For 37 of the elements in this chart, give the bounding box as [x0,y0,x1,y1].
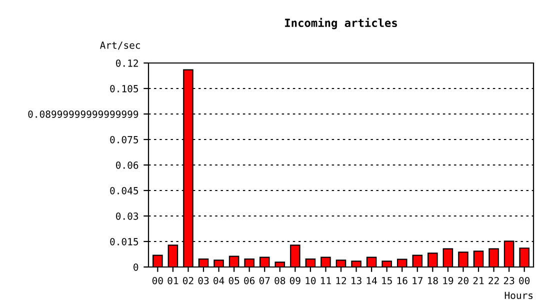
x-tick-label: 00 [152,276,163,284]
x-tick-label: 05 [228,276,240,284]
x-tick-label: 23 [504,276,514,284]
y-tick-label: 0 [134,264,138,271]
y-tick-label: 0.06 [116,162,138,169]
y-tick-label: 0.08999999999999999 [28,110,138,118]
y-tick-label: 0.015 [110,238,138,246]
x-tick-label: 16 [397,276,408,284]
x-tick-label: 03 [198,276,209,284]
x-tick-label: 20 [458,276,468,284]
x-tick-label: 09 [290,276,300,284]
chart-title: Incoming articles [285,18,397,30]
x-tick-label: 21 [473,276,484,284]
y-tick-label: 0.045 [110,187,138,194]
x-tick-label: 12 [336,276,346,284]
x-axis-title: Hours [504,292,533,300]
y-tick-label: 0.12 [116,60,138,67]
x-tick-label: 02 [183,276,194,284]
y-tick-label: 0.105 [110,85,138,92]
x-tick-label: 13 [352,276,362,284]
x-tick-label: 08 [274,276,286,284]
x-tick-label: 01 [168,276,178,284]
x-tick-label: 17 [412,277,423,284]
y-tick-label: 0.03 [116,212,138,220]
x-tick-label: 10 [306,276,316,284]
x-tick-label: 00 [519,276,530,284]
y-tick-label: 0.075 [110,136,138,144]
x-tick-label: 22 [488,276,499,284]
x-tick-label: 11 [321,277,331,284]
x-tick-label: 07 [259,276,270,284]
x-tick-label: 18 [428,276,438,284]
x-tick-label: 19 [443,276,454,284]
x-tick-label: 04 [214,276,224,284]
y-axis-title: Art/sec [100,42,140,50]
x-tick-label: 15 [382,277,392,284]
x-tick-label: 14 [366,277,377,284]
x-tick-label: 06 [244,276,255,284]
